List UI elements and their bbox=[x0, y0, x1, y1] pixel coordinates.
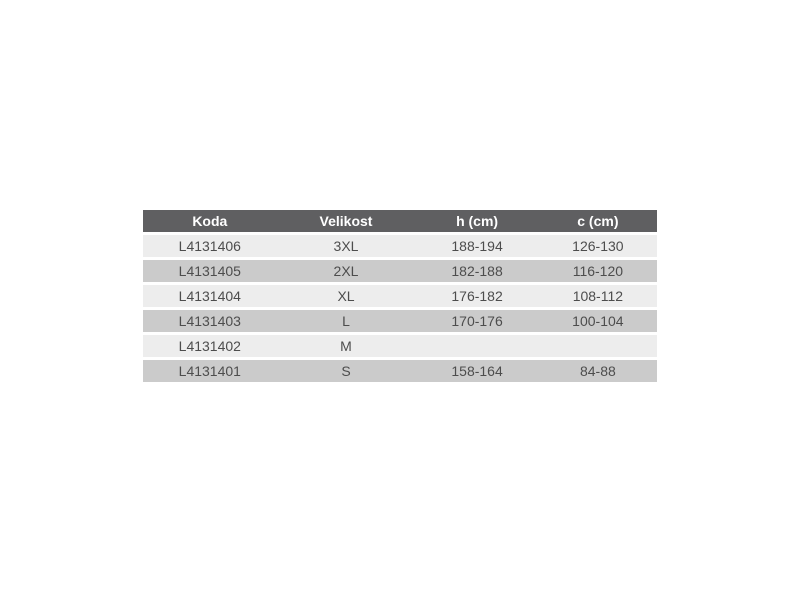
cell-koda: L4131405 bbox=[143, 258, 277, 285]
cell-c-cm: 84-88 bbox=[538, 358, 657, 385]
cell-koda: L4131401 bbox=[143, 358, 277, 385]
cell-c-cm: 108-112 bbox=[538, 283, 657, 310]
cell-h-cm: 158-164 bbox=[415, 358, 539, 385]
cell-koda: L4131404 bbox=[143, 283, 277, 310]
cell-koda: L4131402 bbox=[143, 333, 277, 360]
cell-velikost: 2XL bbox=[276, 258, 416, 285]
column-header-koda: Koda bbox=[143, 210, 277, 235]
column-header-h-cm: h (cm) bbox=[415, 210, 539, 235]
cell-h-cm: 182-188 bbox=[415, 258, 539, 285]
column-header-c-cm: c (cm) bbox=[538, 210, 657, 235]
cell-velikost: M bbox=[276, 333, 416, 360]
cell-koda: L4131403 bbox=[143, 308, 277, 335]
table-row: L4131402 M bbox=[143, 333, 657, 360]
cell-c-cm: 126-130 bbox=[538, 233, 657, 260]
cell-h-cm: 188-194 bbox=[415, 233, 539, 260]
cell-velikost: L bbox=[276, 308, 416, 335]
cell-c-cm: 116-120 bbox=[538, 258, 657, 285]
cell-koda: L4131406 bbox=[143, 233, 277, 260]
table-row: L4131404 XL 176-182 108-112 bbox=[143, 283, 657, 310]
cell-velikost: 3XL bbox=[276, 233, 416, 260]
cell-h-cm bbox=[415, 333, 539, 360]
cell-h-cm: 170-176 bbox=[415, 308, 539, 335]
size-table: Koda Velikost h (cm) c (cm) L4131406 3XL… bbox=[143, 210, 657, 385]
cell-velikost: S bbox=[276, 358, 416, 385]
table-row: L4131401 S 158-164 84-88 bbox=[143, 358, 657, 385]
table-row: L4131405 2XL 182-188 116-120 bbox=[143, 258, 657, 285]
column-header-velikost: Velikost bbox=[276, 210, 416, 235]
table-row: L4131406 3XL 188-194 126-130 bbox=[143, 233, 657, 260]
table-row: L4131403 L 170-176 100-104 bbox=[143, 308, 657, 335]
cell-velikost: XL bbox=[276, 283, 416, 310]
cell-c-cm bbox=[538, 333, 657, 360]
cell-c-cm: 100-104 bbox=[538, 308, 657, 335]
table-header-row: Koda Velikost h (cm) c (cm) bbox=[143, 210, 657, 235]
cell-h-cm: 176-182 bbox=[415, 283, 539, 310]
